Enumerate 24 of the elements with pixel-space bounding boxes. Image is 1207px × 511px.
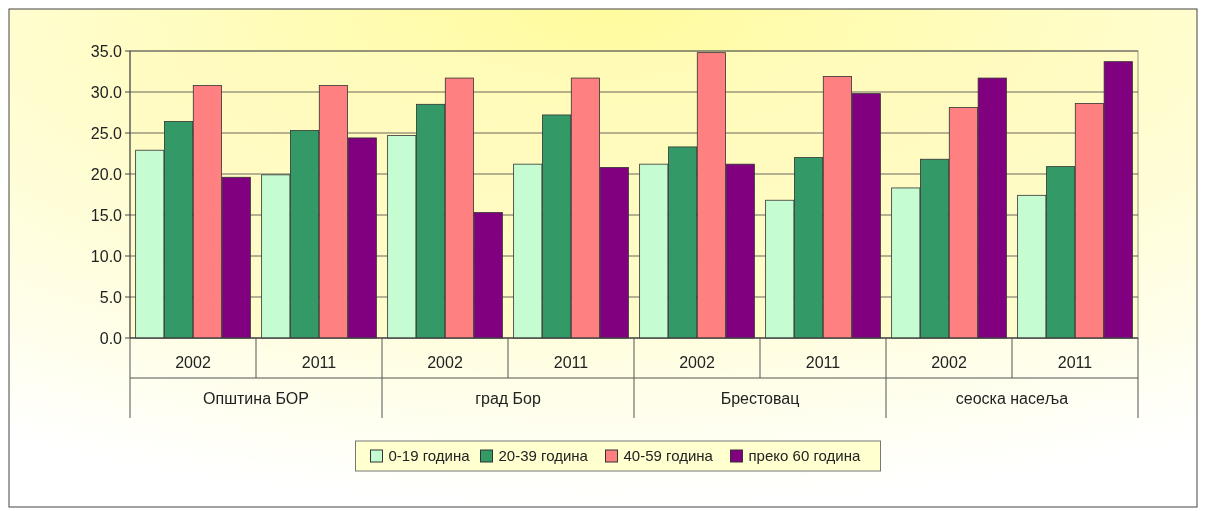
legend-label: 40-59 година: [623, 447, 714, 465]
y-tick-label: 5.0: [99, 288, 123, 306]
x-tick-label: 2011: [805, 354, 841, 371]
y-tick-label: 35.0: [90, 42, 123, 60]
y-tick-label: 15.0: [90, 206, 123, 224]
y-tick-label: 10.0: [90, 247, 123, 265]
legend-label: преко 60 година: [748, 447, 861, 465]
text: Општина БОР: [203, 390, 309, 407]
text: град Бор: [475, 390, 541, 407]
y-tick-label: 25.0: [90, 124, 123, 142]
y-tick-label: 20.0: [90, 165, 123, 183]
y-tick-label: 0.0: [99, 329, 123, 347]
x-tick-label: 2011: [553, 354, 589, 371]
x-tick-label: 2002: [931, 354, 967, 371]
legend-label: 0-19 година: [388, 447, 471, 465]
x-tick-label: 2002: [679, 354, 715, 371]
text: Брестовац: [720, 390, 800, 407]
legend-label: 20-39 година: [498, 447, 589, 465]
x-tick-label: 2011: [1057, 354, 1093, 371]
y-tick-label: 30.0: [90, 83, 123, 101]
x-tick-label: 2002: [175, 354, 211, 371]
x-tick-label: 2011: [301, 354, 337, 371]
x-tick-label: 2002: [427, 354, 463, 371]
text: сеоска насеља: [955, 390, 1069, 407]
